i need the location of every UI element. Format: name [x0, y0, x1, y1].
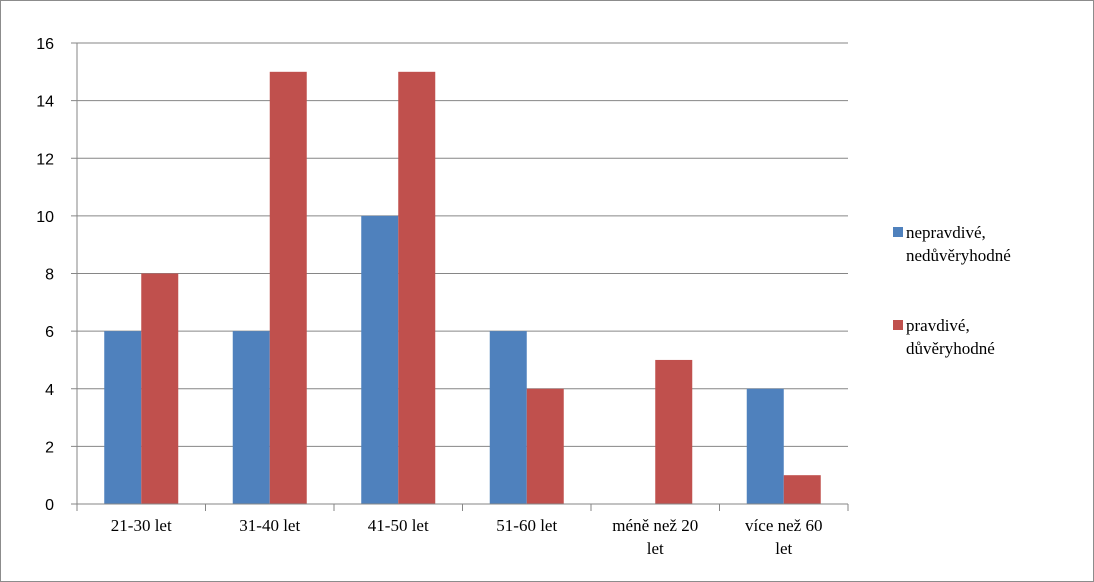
bar — [655, 359, 693, 504]
x-tick-label: 51-60 let — [496, 516, 557, 535]
x-tick-label: více než 60 let — [745, 516, 822, 558]
x-tick-label: 41-50 let — [368, 516, 429, 535]
y-tick-label: 14 — [36, 94, 54, 111]
bar — [104, 331, 142, 504]
legend-label: pravdivé, důvěryhodné — [906, 316, 995, 358]
x-tick-label: méně než 20 let — [612, 516, 698, 558]
bar — [489, 331, 527, 504]
legend-swatch — [893, 320, 903, 330]
gridlines — [77, 42, 848, 447]
y-tick-label: 8 — [45, 267, 54, 284]
bars — [104, 71, 821, 504]
bar — [269, 71, 307, 504]
y-tick-label: 16 — [36, 36, 54, 53]
bar — [526, 388, 564, 504]
x-tick-labels: 21-30 let 31-40 let 41-50 let 51-60 let méně… — [111, 516, 823, 558]
bar — [398, 71, 436, 504]
y-tick-label: 0 — [45, 497, 54, 514]
y-tick-label: 10 — [36, 209, 54, 226]
legend-label: nepravdivé, nedůvěryhodné — [906, 223, 1011, 265]
bar — [746, 388, 784, 504]
x-tick-label: 31-40 let — [239, 516, 300, 535]
x-tick-label: 21-30 let — [111, 516, 172, 535]
bar — [361, 215, 399, 504]
legend-swatch — [893, 227, 903, 237]
y-tick-label: 6 — [45, 324, 54, 341]
bar — [232, 331, 270, 504]
legend: nepravdivé, nedůvěryhodné pravdivé, důvěryh… — [893, 223, 1011, 358]
bar — [783, 475, 821, 504]
y-tick-label: 2 — [45, 439, 54, 456]
bar — [141, 273, 179, 504]
y-tick-labels: 0 2 4 6 8 10 12 14 16 — [36, 36, 54, 514]
axes — [71, 42, 849, 511]
y-tick-label: 4 — [45, 382, 54, 399]
y-tick-label: 12 — [36, 151, 54, 168]
